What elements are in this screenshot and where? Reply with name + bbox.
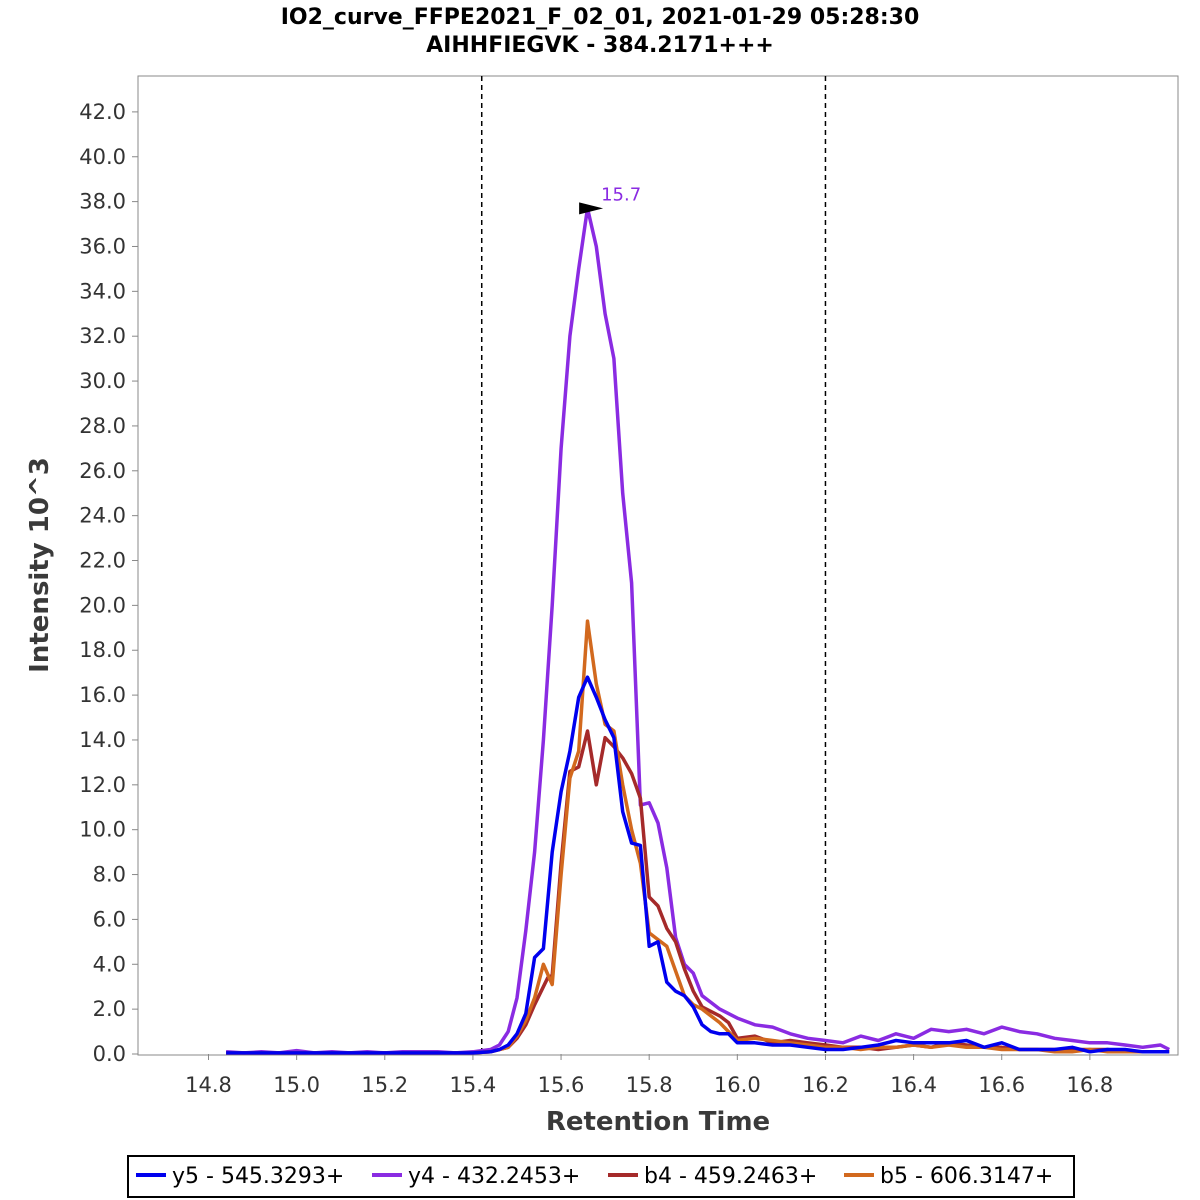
x-tick-label: 15.2 — [361, 1073, 408, 1097]
x-axis: 14.8 15.0 15.2 15.4 15.6 15.8 16.0 16.2 16.4 16.6… — [185, 1054, 1113, 1097]
y-tick-label: 0.0 — [93, 1042, 126, 1066]
y-tick-label: 20.0 — [79, 593, 126, 617]
legend: y5 - 545.3293+ y4 - 432.2453+ b4 - 459.246… — [127, 1155, 1075, 1198]
x-tick-label: 16.6 — [978, 1073, 1025, 1097]
y-tick-label: 36.0 — [79, 234, 126, 258]
legend-box — [127, 1155, 1075, 1198]
y-tick-label: 18.0 — [79, 638, 126, 662]
series-line-y5 — [226, 675, 1170, 1055]
x-tick-label: 16.8 — [1066, 1073, 1113, 1097]
y-tick-label: 6.0 — [93, 907, 126, 931]
y-tick-label: 22.0 — [79, 549, 126, 573]
legend-entry-b5: b5 - 606.3147+ — [880, 1164, 1053, 1189]
x-axis-label: Retention Time — [546, 1107, 770, 1137]
y-tick-label: 2.0 — [93, 997, 126, 1021]
peak-boundaries — [480, 76, 827, 1054]
x-tick-label: 15.6 — [538, 1073, 585, 1097]
x-tick-label: 16.0 — [714, 1073, 761, 1097]
y-tick-label: 24.0 — [79, 504, 126, 528]
legend-entry-y4: y4 - 432.2453+ — [408, 1164, 580, 1189]
y-axis: 0.0 2.0 4.0 6.0 8.0 10.0 12.0 14.0 16.0 18.0 20.0 2… — [79, 100, 138, 1066]
y-tick-label: 8.0 — [93, 863, 126, 887]
y-tick-label: 30.0 — [79, 369, 126, 393]
peak-arrow-icon — [579, 202, 604, 215]
y-tick-label: 10.0 — [79, 818, 126, 842]
y-tick-label: 42.0 — [79, 100, 126, 124]
x-tick-label: 16.4 — [890, 1073, 937, 1097]
chart-title: IO2_curve_FFPE2021_F_02_01, 2021-01-29 0… — [281, 5, 920, 30]
peak-annotation: 15.7 — [579, 184, 641, 215]
y-tick-label: 4.0 — [93, 952, 126, 976]
y-tick-label: 28.0 — [79, 414, 126, 438]
x-tick-label: 15.8 — [626, 1073, 673, 1097]
y-tick-label: 40.0 — [79, 145, 126, 169]
y-tick-label: 12.0 — [79, 773, 126, 797]
y-tick-label: 14.0 — [79, 728, 126, 752]
legend-entry-b4: b4 - 459.2463+ — [644, 1164, 817, 1189]
x-tick-label: 15.0 — [273, 1073, 320, 1097]
chart-subtitle: AIHHFIEGVK - 384.2171+++ — [426, 33, 774, 58]
legend-entry-y5: y5 - 545.3293+ — [172, 1164, 344, 1189]
y-tick-label: 26.0 — [79, 459, 126, 483]
peak-label: 15.7 — [601, 184, 641, 205]
y-tick-label: 34.0 — [79, 279, 126, 303]
y-tick-label: 38.0 — [79, 190, 126, 214]
series-lines — [225, 206, 1170, 1055]
y-tick-label: 32.0 — [79, 324, 126, 348]
y-axis-label: Intensity 10^3 — [25, 457, 55, 673]
x-tick-label: 15.4 — [450, 1073, 497, 1097]
y-tick-label: 16.0 — [79, 683, 126, 707]
x-tick-label: 14.8 — [185, 1073, 232, 1097]
plot-area — [137, 75, 1179, 1056]
x-tick-label: 16.2 — [802, 1073, 849, 1097]
